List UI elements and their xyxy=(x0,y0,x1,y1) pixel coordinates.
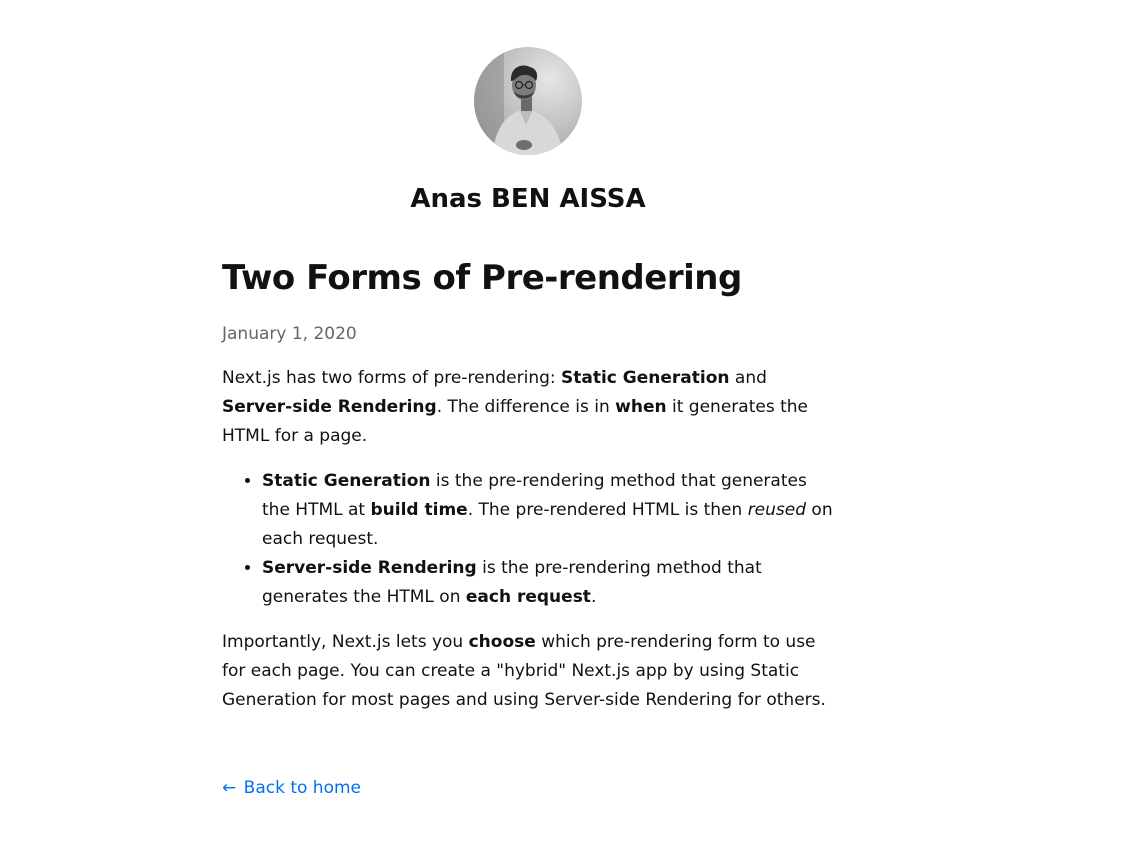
text-run: is the pre-rendering method that generat… xyxy=(262,558,762,607)
bold-run: choose xyxy=(468,632,536,652)
bullet-list: Static Generation is the pre-rendering m… xyxy=(222,467,834,612)
list-item: Server-side Rendering is the pre-renderi… xyxy=(262,554,834,612)
arrow-left-icon: ← xyxy=(222,778,237,798)
avatar-photo xyxy=(474,47,582,155)
text-run: and xyxy=(729,368,767,388)
back-link-label: Back to home xyxy=(243,778,361,798)
bold-run: build time xyxy=(370,500,468,520)
post-article: Two Forms of Pre-rendering January 1, 20… xyxy=(222,252,834,715)
post-title: Two Forms of Pre-rendering xyxy=(222,258,742,298)
text-run: is the pre-rendering method that generat… xyxy=(262,471,807,520)
text-run: Importantly, Next.js lets you xyxy=(222,632,469,652)
text-run: which pre-rendering form to use for each… xyxy=(222,632,826,710)
text-run: Next.js has two forms of pre-rendering: xyxy=(222,368,562,388)
bold-run: Static Generation xyxy=(262,471,431,491)
bold-run: Static Generation xyxy=(561,368,730,388)
italic-run: reused xyxy=(747,500,807,520)
date-text: January 1, 2020 xyxy=(222,324,357,344)
list-item: Static Generation is the pre-rendering m… xyxy=(262,467,834,554)
text-run: . The pre-rendered HTML is then xyxy=(467,500,748,520)
text-run: it generates the HTML for a page. xyxy=(222,397,808,446)
text-run: on each request. xyxy=(262,500,833,549)
bold-run: when xyxy=(615,397,667,417)
avatar xyxy=(474,47,582,155)
text-run: . xyxy=(590,587,597,607)
back-to-home-link[interactable]: ← Back to home xyxy=(222,774,361,802)
intro-paragraph: Next.js has two forms of pre-rendering: … xyxy=(222,364,834,451)
author-name: Anas BEN AISSA xyxy=(410,184,646,214)
text-run: . The difference is in xyxy=(436,397,616,417)
bold-run: Server-side Rendering xyxy=(222,397,437,417)
closing-paragraph: Importantly, Next.js lets you choose whi… xyxy=(222,628,834,715)
post-date: January 1, 2020 xyxy=(222,320,834,348)
bold-run: each request xyxy=(465,587,591,607)
bold-run: Server-side Rendering xyxy=(262,558,477,578)
